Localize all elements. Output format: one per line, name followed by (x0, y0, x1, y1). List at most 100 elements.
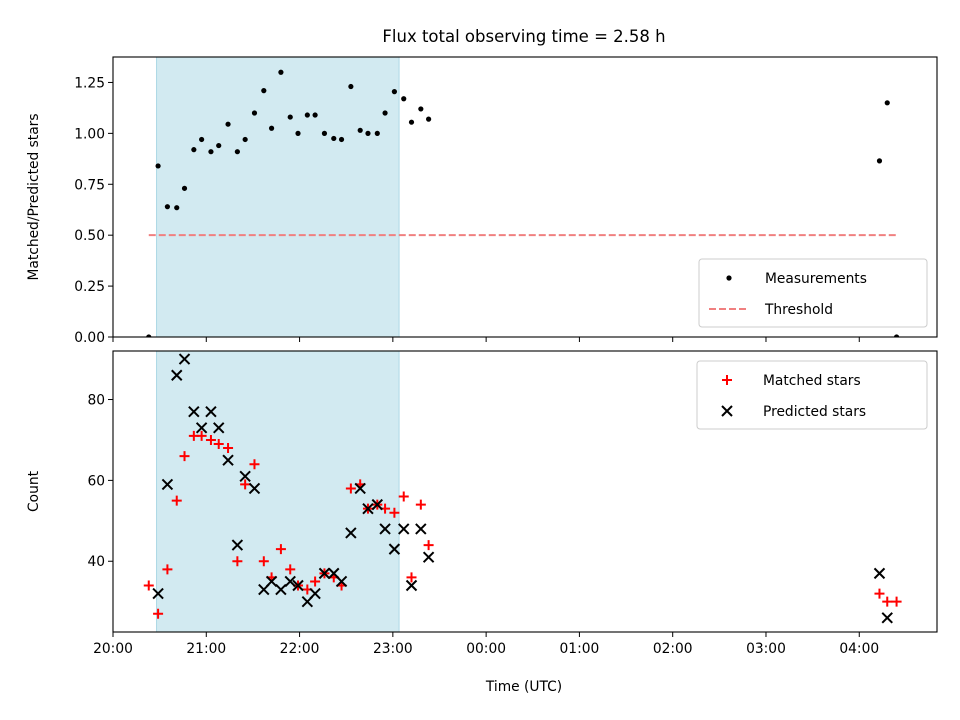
y-tick-label: 0.25 (74, 279, 105, 295)
panel-top: 0.00 0.25 0.50 0.75 1.00 1.25 Matched/Predicte… (26, 56, 938, 346)
matched-star-point (423, 540, 434, 551)
predicted-star-point (275, 583, 287, 596)
y-tick-label: 1.00 (74, 126, 105, 142)
matched-star-point (398, 491, 409, 502)
measurement-point (278, 69, 284, 75)
measurement-point (374, 130, 380, 136)
matched-star-point (249, 459, 260, 470)
measurement-point (155, 163, 161, 169)
measurement-point (251, 110, 258, 116)
matched-star-point (874, 588, 885, 599)
matched-star-point (406, 572, 417, 583)
legend-marker (722, 375, 732, 385)
measurement-point (408, 119, 415, 125)
matched-star-point (415, 499, 426, 510)
predicted-star-point (152, 587, 164, 600)
predicted-star-point (881, 612, 893, 624)
x-tick-label: 01:00 (560, 641, 600, 657)
predicted-star-point (371, 498, 384, 511)
measurement-point (191, 147, 197, 153)
measurement-point (216, 142, 222, 149)
legend-box (696, 360, 928, 430)
matched-star-point (389, 507, 400, 518)
predicted-star-point (335, 575, 348, 588)
predicted-star-point (362, 502, 374, 515)
predicted-star-point (422, 551, 435, 563)
observing-window-span (156, 57, 400, 337)
predicted-star-point (318, 567, 331, 580)
measurement-point (146, 334, 152, 337)
y-tick-label: 0.75 (74, 177, 105, 193)
measurement-point (174, 205, 180, 211)
matched-star-point (179, 451, 190, 462)
measurement-point (321, 130, 328, 136)
y-tick-label: 0.50 (74, 228, 105, 244)
x-tick-label: 23:00 (373, 641, 413, 657)
matched-star-point (162, 564, 173, 575)
legend-label: Matched stars (763, 373, 861, 389)
measurement-point (418, 106, 424, 112)
legend-label: Predicted stars (763, 404, 866, 420)
matched-star-point (171, 495, 182, 506)
measurement-point (426, 116, 432, 122)
predicted-star-point (213, 422, 225, 434)
matched-star-point (196, 430, 207, 441)
y-tick-label: 80 (87, 393, 105, 409)
x-tick-label: 02:00 (653, 641, 693, 657)
measurement-point (348, 83, 354, 90)
x-tick-label: 03:00 (746, 641, 786, 657)
matched-star-point (205, 434, 216, 445)
measurement-point (401, 96, 407, 102)
y-tick-label: 60 (87, 473, 105, 489)
predicted-star-point (222, 454, 234, 466)
matched-star-point (310, 576, 321, 587)
y-tick-label: 40 (87, 554, 105, 570)
matched-star-point (891, 596, 902, 607)
predicted-star-point (388, 543, 401, 555)
measurement-point (261, 88, 267, 94)
predicted-star-point (188, 405, 200, 418)
plot-area (143, 351, 902, 632)
matched-star-point (153, 608, 164, 619)
predicted-star-point (309, 587, 321, 600)
matched-star-point (240, 479, 251, 490)
measurement-point (338, 136, 345, 143)
axes-frame (112, 56, 938, 338)
matched-star-point (213, 438, 224, 449)
legend: Matched stars Predicted stars (696, 360, 928, 430)
predicted-star-point (171, 369, 183, 381)
predicted-star-point (248, 482, 261, 495)
predicted-star-point (379, 523, 391, 535)
measurement-point (382, 110, 388, 116)
x-tick-label: 20:00 (93, 641, 133, 657)
measurement-point (893, 334, 900, 337)
plot-area (146, 57, 900, 337)
matched-star-point (275, 544, 286, 555)
matched-star-point (258, 556, 269, 567)
matched-star-point (223, 443, 234, 454)
matched-star-point (882, 596, 893, 607)
predicted-star-point (195, 422, 208, 434)
measurement-point (234, 149, 240, 155)
y-tick-label: 0.00 (74, 330, 105, 346)
legend: Measurements Threshold (698, 258, 928, 328)
axes-frame (112, 350, 938, 633)
measurement-point (208, 149, 214, 155)
panel-bottom: 20:00 21:00 22:00 23:00 00:00 01:00 02:00 03:00… (26, 350, 938, 657)
measurement-point (225, 121, 231, 127)
measurement-point (312, 112, 318, 118)
predicted-star-point (415, 523, 427, 535)
legend-marker (721, 405, 733, 417)
x-tick-label: 21:00 (186, 641, 226, 657)
y-axis-label: Count (26, 470, 42, 512)
chart-title: Flux total observing time = 2.58 h (382, 27, 665, 46)
matched-star-point (345, 483, 356, 494)
legend-box (698, 258, 928, 328)
measurement-point (365, 130, 371, 136)
measurement-point (876, 158, 883, 164)
predicted-star-point (205, 405, 217, 418)
predicted-star-point (292, 579, 304, 592)
measurement-point (287, 114, 293, 120)
